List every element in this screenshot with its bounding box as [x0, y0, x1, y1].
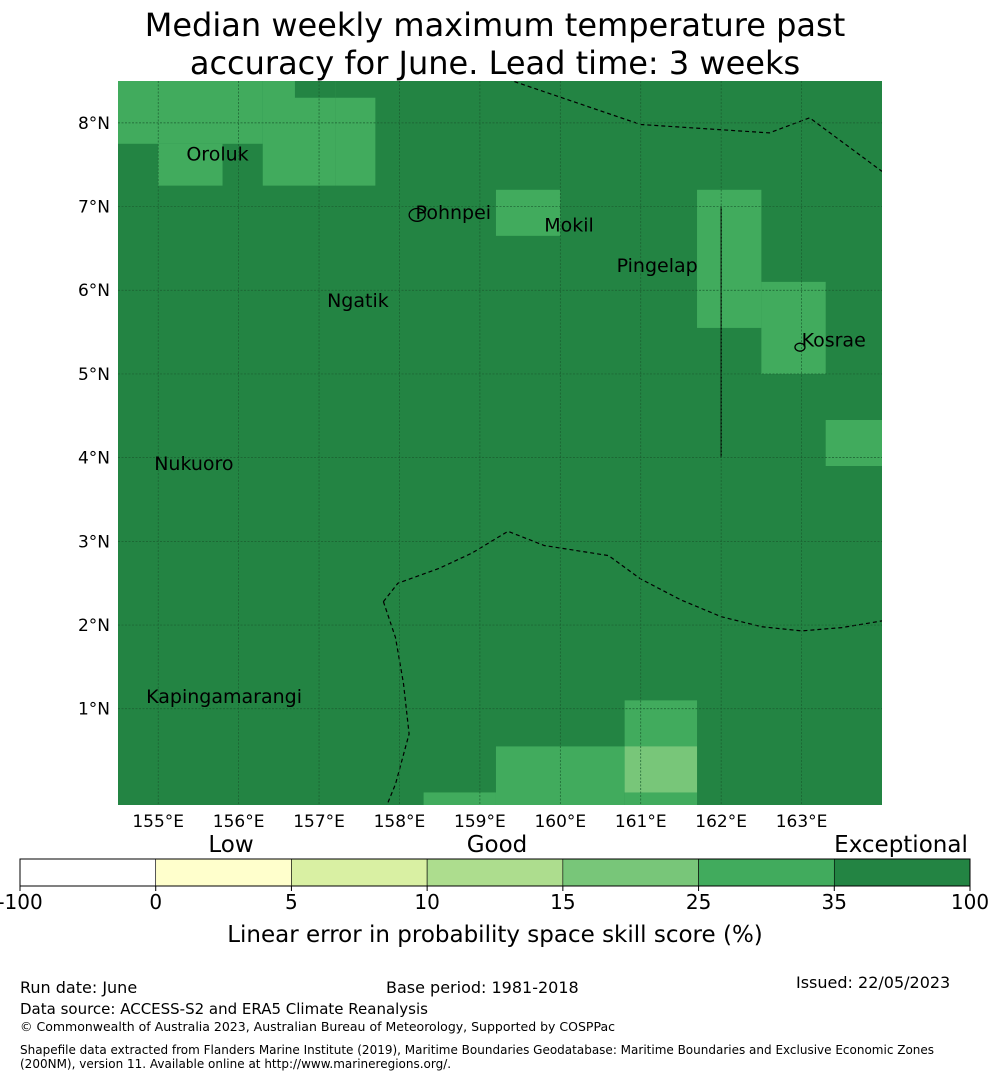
legend-category-label: Low [208, 832, 253, 858]
pohnpei-island-outline [408, 207, 426, 222]
skill-cell [262, 81, 336, 186]
legend-frame [19, 858, 971, 887]
title-line-1: Median weekly maximum temperature past [144, 6, 846, 44]
lat-tick-label: 2°N [78, 616, 110, 636]
eez-boundary [510, 81, 882, 172]
place-label: Pingelap [617, 255, 698, 277]
legend-axis-label: Linear error in probability space skill … [227, 922, 763, 948]
skill-cell [697, 189, 762, 328]
shapefile-credit-line-1: Shapefile data extracted from Flanders M… [20, 1043, 935, 1057]
legend-bin [19, 858, 157, 887]
legend-bin [833, 858, 971, 887]
run-date: Run date: June [20, 978, 138, 997]
skill-cell [761, 281, 826, 374]
lat-tick-label: 6°N [78, 281, 110, 301]
eez-boundary [382, 530, 882, 632]
eez-boundary [382, 601, 410, 805]
lat-tick-label: 1°N [78, 700, 110, 720]
legend-tick-label: 5 [285, 890, 298, 914]
skill-cell [118, 81, 263, 144]
lon-tick-label: 157°E [293, 812, 345, 832]
legend-bin [426, 858, 564, 887]
legend-bin [698, 858, 835, 887]
lon-tick-label: 158°E [374, 812, 426, 832]
lat-tick-label: 4°N [78, 449, 110, 469]
skill-cell [495, 189, 561, 236]
map-title: Median weekly maximum temperature past a… [0, 6, 990, 82]
lon-tick-label: 161°E [615, 812, 667, 832]
lon-tick-label: 159°E [454, 812, 506, 832]
skill-cell [624, 746, 698, 793]
kosrae-island-outline [794, 342, 806, 352]
legend-tick-label: 25 [686, 890, 711, 914]
place-label: Nukuoro [154, 453, 233, 475]
lat-tick-label: 8°N [78, 114, 110, 134]
legend-tick-label: 15 [550, 890, 575, 914]
color-legend: -100 0 5 10 15 25 35 100 Low Good Exceptional Linea… [0, 832, 989, 948]
skill-cell [294, 81, 336, 98]
legend-category-label: Good [467, 832, 528, 858]
legend-bin [155, 858, 292, 887]
lon-tick-label: 163°E [776, 812, 828, 832]
title-line-2: accuracy for June. Lead time: 3 weeks [189, 44, 801, 82]
place-label: Kosrae [802, 329, 866, 351]
shapefile-credit-line-2: (200NM), version 11. Available online at… [20, 1057, 452, 1071]
place-label: Ngatik [327, 290, 389, 312]
skill-cell [423, 792, 496, 805]
legend-tick-label: 0 [149, 890, 162, 914]
legend-tick-label: -100 [0, 890, 43, 914]
lat-tick-label: 5°N [78, 365, 110, 385]
lat-tick-label: 3°N [78, 532, 110, 552]
lon-tick-label: 156°E [213, 812, 265, 832]
copyright-notice: © Commonwealth of Australia 2023, Austra… [20, 1019, 615, 1034]
place-label: Kapingamarangi [146, 686, 302, 708]
map-panel: Oroluk Pohnpei Mokil Pingelap Ngatik Kosrae Nu… [78, 81, 882, 832]
lon-tick-label: 162°E [695, 812, 747, 832]
lon-tick-label: 160°E [534, 812, 586, 832]
legend-tick-label: 10 [414, 890, 439, 914]
gridlines [118, 81, 882, 805]
data-source: Data source: ACCESS-S2 and ERA5 Climate … [20, 1000, 428, 1018]
lat-tick-label: 7°N [78, 198, 110, 218]
legend-bin [562, 858, 699, 887]
legend-bin [291, 858, 428, 887]
place-label: Pohnpei [416, 202, 492, 224]
base-period: Base period: 1981-2018 [386, 978, 579, 997]
skill-cell [158, 143, 223, 186]
legend-category-label: Exceptional [834, 832, 968, 858]
lon-tick-label: 155°E [132, 812, 184, 832]
place-label: Oroluk [186, 144, 248, 166]
issued-date: Issued: 22/05/2023 [796, 973, 951, 992]
skill-cell [335, 97, 376, 186]
legend-tick-label: 100 [951, 890, 989, 914]
legend-tick-label: 35 [822, 890, 847, 914]
place-label: Mokil [544, 215, 594, 237]
skill-cell [825, 419, 882, 467]
